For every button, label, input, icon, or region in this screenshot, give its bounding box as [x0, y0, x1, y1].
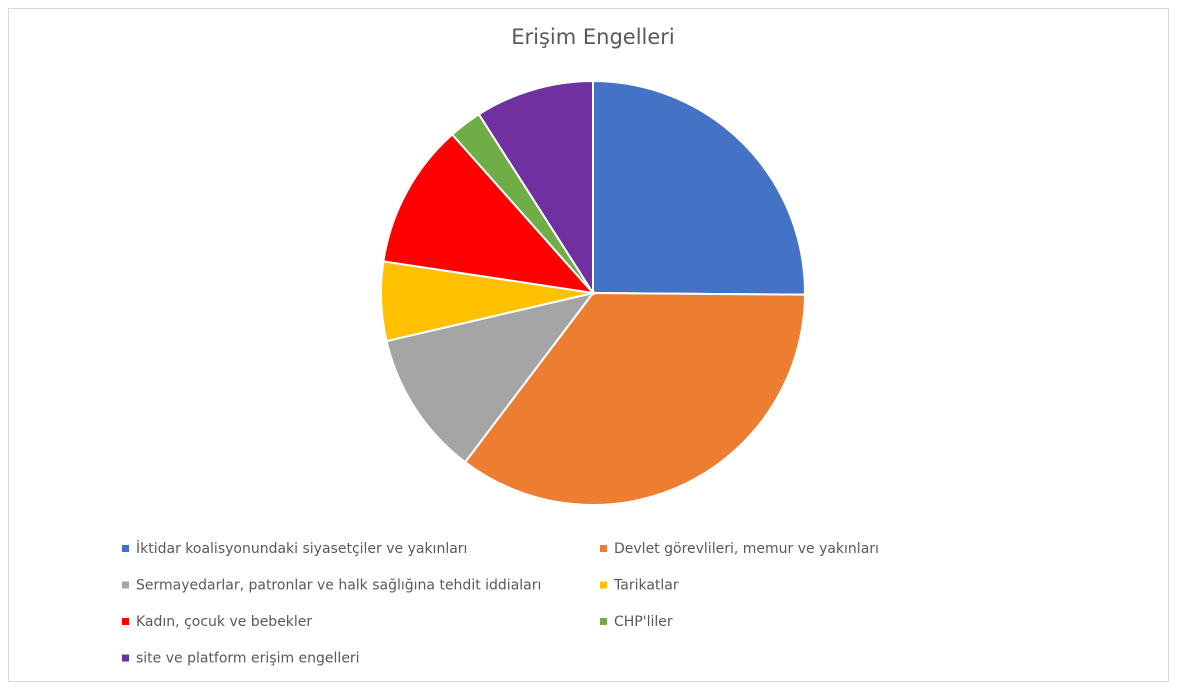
- legend-swatch: [600, 581, 607, 589]
- pie-slice: [463, 291, 807, 506]
- legend-label: Devlet görevlileri, memur ve yakınları: [614, 541, 879, 557]
- legend-label: CHP'liler: [614, 614, 673, 630]
- legend-label: Sermayedarlar, patronlar ve halk sağlığı…: [136, 578, 541, 594]
- pie-slice: [385, 291, 596, 464]
- legend-swatch: [122, 581, 129, 589]
- legend-label: Kadın, çocuk ve bebekler: [136, 614, 312, 630]
- pie-slice: [592, 79, 806, 296]
- legend-swatch: [600, 618, 607, 625]
- legend-swatch: [122, 654, 129, 662]
- legend-swatch: [122, 618, 129, 625]
- chart-title: Erişim Engelleri: [511, 25, 675, 49]
- legend-label: Tarikatlar: [613, 578, 679, 594]
- legend-label: site ve platform erişim engelleri: [136, 651, 360, 667]
- legend-label: İktidar koalisyonundaki siyasetçiler ve …: [136, 539, 467, 557]
- pie-slice: [477, 79, 594, 297]
- pie-slice: [382, 133, 596, 295]
- legend-swatch: [600, 545, 607, 552]
- legend-swatch: [122, 545, 129, 552]
